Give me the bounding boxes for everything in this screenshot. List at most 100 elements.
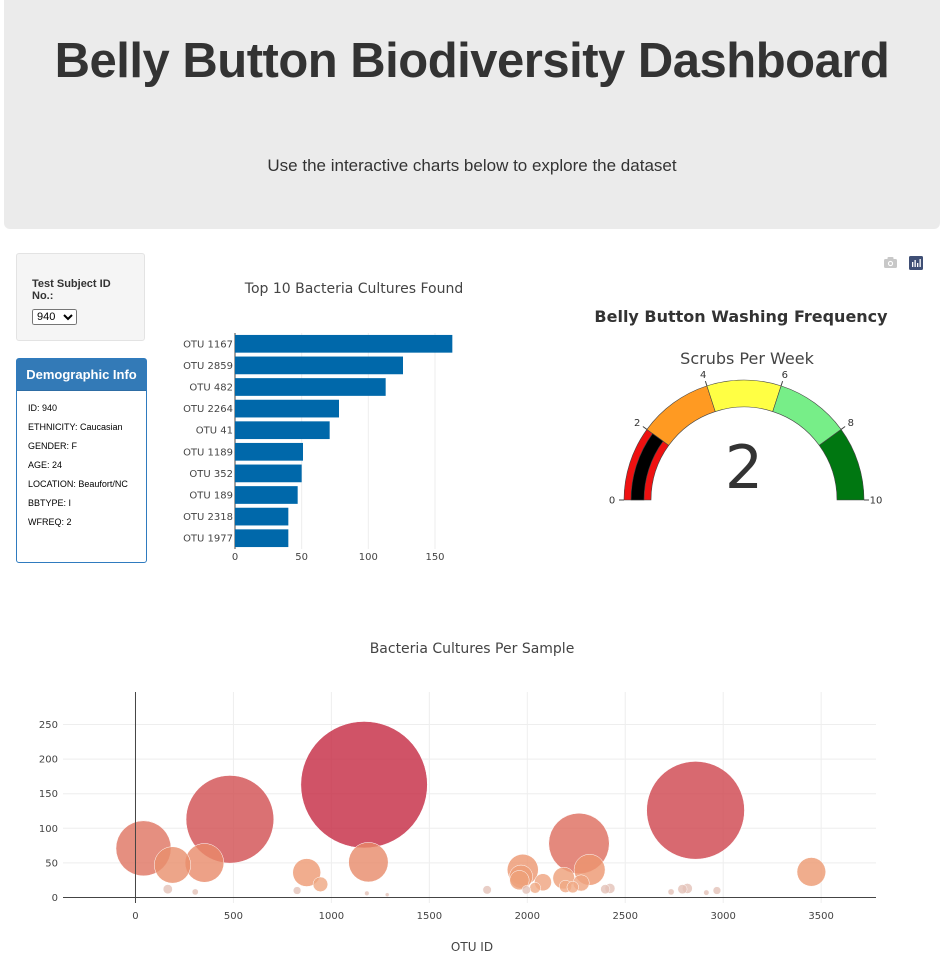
gauge-subtitle: Scrubs Per Week xyxy=(680,349,814,368)
demographic-row: GENDER: F xyxy=(28,441,78,451)
bubble-chart-title: Bacteria Cultures Per Sample xyxy=(370,641,575,657)
bubble-y-tick-label: 0 xyxy=(52,893,58,904)
bubble-x-tick-label: 3500 xyxy=(808,911,833,922)
demographic-row: BBTYPE: I xyxy=(28,498,72,508)
gauge-tick xyxy=(704,380,708,387)
bar[interactable] xyxy=(235,464,302,483)
bubble-point[interactable] xyxy=(566,881,579,894)
bar[interactable] xyxy=(235,421,330,440)
bar-y-tick-label: OTU 1977 xyxy=(183,534,233,545)
bar[interactable] xyxy=(235,529,289,548)
bar-x-tick-label: 50 xyxy=(295,552,308,563)
bar[interactable] xyxy=(235,442,303,461)
bar-x-tick-label: 150 xyxy=(425,552,444,563)
bubble-y-tick-label: 250 xyxy=(39,720,58,731)
bar-y-tick-label: OTU 2859 xyxy=(183,361,233,372)
bubble-point[interactable] xyxy=(184,843,225,883)
bubble-point[interactable] xyxy=(600,884,611,895)
bubble-point[interactable] xyxy=(507,854,539,886)
bubble-point[interactable] xyxy=(162,884,173,895)
gauge-tick-label: 2 xyxy=(634,418,640,429)
gauge-step xyxy=(772,385,842,446)
subject-id-label: Test Subject ID No.: xyxy=(32,278,111,302)
bar-chart: Top 10 Bacteria Cultures Found OTU 1167 O… xyxy=(183,281,463,563)
bubble-point[interactable] xyxy=(548,812,610,875)
bubble-x-tick-label: 3000 xyxy=(710,911,735,922)
bubble-x-tick-label: 1000 xyxy=(319,911,344,922)
bar-y-tick-label: OTU 41 xyxy=(196,426,233,437)
bubble-point[interactable] xyxy=(185,775,275,864)
gauge-title: Belly Button Washing Frequency xyxy=(594,307,888,326)
bubble-point[interactable] xyxy=(154,846,191,884)
gauge-tick xyxy=(840,426,846,430)
bar-x-tick-label: 100 xyxy=(359,552,378,563)
bubble-point[interactable] xyxy=(292,858,321,887)
gauge-tick-label: 4 xyxy=(700,370,706,381)
subject-id-select[interactable]: 940 xyxy=(32,309,77,325)
bar[interactable] xyxy=(235,486,298,504)
bubble-point[interactable] xyxy=(646,761,745,860)
bubble-point[interactable] xyxy=(191,888,199,896)
bar[interactable] xyxy=(235,356,403,375)
demographic-row: LOCATION: Beaufort/NC xyxy=(28,479,128,489)
bar-y-tick-label: OTU 189 xyxy=(189,491,233,502)
bar-y-tick-label: OTU 1189 xyxy=(183,447,233,458)
bubble-point[interactable] xyxy=(509,864,533,889)
gauge-step xyxy=(818,429,865,501)
bubble-point[interactable] xyxy=(482,885,492,895)
bubble-point[interactable] xyxy=(682,883,693,894)
demographic-row: ID: 940 xyxy=(28,403,58,413)
bar[interactable] xyxy=(235,507,289,526)
bubble-point[interactable] xyxy=(521,885,531,895)
gauge-value-bar xyxy=(630,433,664,501)
subject-selector-panel: Test Subject ID No.: 940 xyxy=(16,253,145,341)
bar[interactable] xyxy=(235,378,386,396)
gauge-tick-label: 6 xyxy=(782,370,788,381)
gauge-chart: Belly Button Washing Frequency Scrubs Pe… xyxy=(594,307,888,507)
gauge-tick xyxy=(780,380,784,387)
bubble-point[interactable] xyxy=(364,890,370,896)
gauge-tick-label: 10 xyxy=(870,496,883,507)
plotly-logo-icon[interactable] xyxy=(909,256,923,270)
bubble-point[interactable] xyxy=(559,879,572,893)
bubble-point[interactable] xyxy=(667,888,675,896)
bar-chart-title: Top 10 Bacteria Cultures Found xyxy=(244,281,463,297)
demographic-info-title: Demographic Info xyxy=(17,359,146,391)
bubble-x-tick-label: 2000 xyxy=(515,911,540,922)
bubble-point[interactable] xyxy=(572,874,590,892)
bubble-point[interactable] xyxy=(703,889,710,896)
bubble-point[interactable] xyxy=(796,857,826,887)
bubble-point[interactable] xyxy=(292,886,302,895)
bubble-point[interactable] xyxy=(348,842,389,883)
bar-y-tick-label: OTU 2318 xyxy=(183,512,233,523)
bubble-point[interactable] xyxy=(712,886,722,895)
gauge-step xyxy=(706,379,782,412)
demographic-row: WFREQ: 2 xyxy=(28,517,72,527)
bubble-y-tick-label: 150 xyxy=(39,789,58,800)
bubble-point[interactable] xyxy=(312,876,329,892)
gauge-tick-label: 8 xyxy=(848,418,854,429)
gauge-step xyxy=(646,385,716,446)
header-jumbotron: Belly Button Biodiversity Dashboard Use … xyxy=(4,0,940,229)
bubble-point[interactable] xyxy=(677,884,688,895)
bubble-point[interactable] xyxy=(115,820,172,877)
bubble-chart-xlabel: OTU ID xyxy=(451,940,493,954)
camera-icon[interactable] xyxy=(883,256,898,269)
demographic-row: AGE: 24 xyxy=(28,460,63,470)
demographic-info-panel: Demographic Info ID: 940 ETHNICITY: Cauc… xyxy=(16,358,147,563)
bar-y-tick-label: OTU 482 xyxy=(189,383,233,394)
bubble-point[interactable] xyxy=(573,854,606,886)
page-subtitle: Use the interactive charts below to expl… xyxy=(267,156,677,175)
bar[interactable] xyxy=(235,334,453,353)
bar-y-tick-label: OTU 1167 xyxy=(183,339,233,350)
bubble-point[interactable] xyxy=(552,866,575,890)
bubble-point[interactable] xyxy=(509,870,530,891)
bubble-point[interactable] xyxy=(529,882,541,894)
bubble-point[interactable] xyxy=(534,873,552,892)
bubble-point[interactable] xyxy=(300,721,428,849)
bubble-point[interactable] xyxy=(604,883,616,894)
bubble-y-tick-label: 50 xyxy=(45,858,58,869)
bar[interactable] xyxy=(235,399,339,418)
demographic-info-body: ID: 940 ETHNICITY: Caucasian GENDER: F A… xyxy=(17,391,146,527)
bubble-point[interactable] xyxy=(384,892,390,897)
